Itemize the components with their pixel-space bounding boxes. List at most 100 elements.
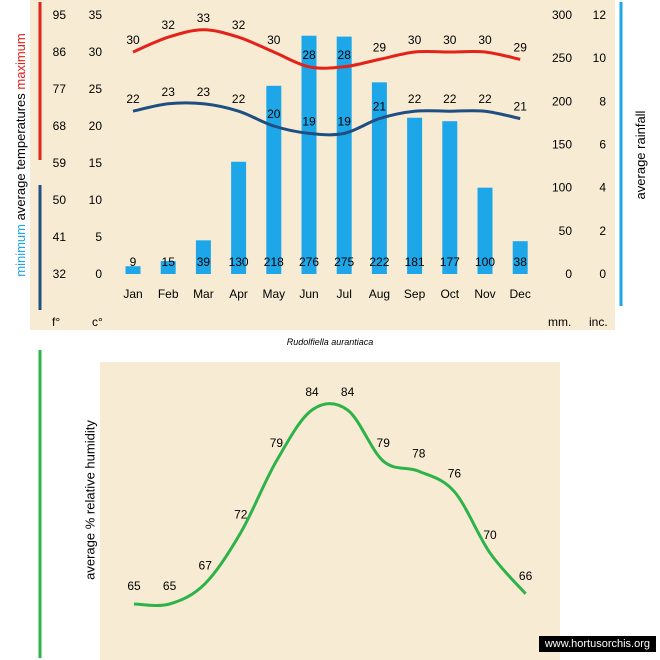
- min-temp-data-label: 22: [232, 92, 246, 106]
- rainfall-bar: [442, 121, 458, 274]
- inch-tick-label: 0: [599, 267, 606, 281]
- min-temp-data-label: 19: [302, 114, 316, 128]
- inch-tick-label: 12: [593, 8, 607, 22]
- inch-tick-label: 8: [599, 94, 606, 108]
- month-label: Nov: [474, 287, 495, 301]
- min-temperature-line: [132, 101, 521, 137]
- rainfall-data-label: 100: [475, 255, 495, 269]
- rainfall-bar: [407, 117, 423, 274]
- month-label: May: [262, 287, 285, 301]
- mm-tick-label: 150: [552, 138, 572, 152]
- max-temp-data-label: 30: [126, 33, 140, 47]
- mm-tick-label: 200: [552, 94, 572, 108]
- inch-unit-label: inc.: [589, 315, 608, 329]
- humidity-data-label: 70: [483, 528, 497, 542]
- rainfall-data-label: 38: [514, 255, 528, 269]
- month-label: Mar: [193, 287, 214, 301]
- min-temp-data-label: 21: [514, 100, 528, 114]
- humidity-data-label: 84: [305, 385, 319, 399]
- max-temp-data-label: 32: [162, 18, 176, 32]
- inch-tick-label: 6: [599, 138, 606, 152]
- month-label: Aug: [369, 287, 390, 301]
- rainfall-bar: [195, 240, 211, 274]
- fahrenheit-tick-label: 41: [53, 230, 67, 244]
- rainfall-bar: [477, 187, 493, 274]
- mm-tick-label: 250: [552, 51, 572, 65]
- rainfall-bar: [336, 36, 352, 275]
- rainfall-bar: [160, 261, 176, 274]
- fahrenheit-tick-label: 95: [53, 8, 67, 22]
- min-temp-data-label: 21: [373, 100, 387, 114]
- inch-tick-label: 4: [599, 181, 606, 195]
- max-temp-data-label: 28: [302, 48, 316, 62]
- humidity-data-label: 65: [127, 579, 141, 593]
- fahrenheit-unit-label: f°: [52, 315, 60, 329]
- min-temp-data-label: 20: [267, 107, 281, 121]
- max-temp-data-label: 29: [373, 40, 387, 54]
- max-temp-data-label: 28: [338, 48, 352, 62]
- humidity-data-label: 79: [377, 436, 391, 450]
- min-temp-data-label: 23: [197, 85, 211, 99]
- humidity-data-label: 66: [519, 569, 533, 583]
- celsius-tick-label: 35: [89, 8, 103, 22]
- min-temp-data-label: 22: [126, 92, 140, 106]
- rainfall-bar: [231, 161, 247, 274]
- humidity-axis-label: average % relative humidity: [82, 420, 98, 580]
- month-label: Sep: [404, 287, 426, 301]
- month-label: Apr: [229, 287, 248, 301]
- watermark: www.hortusorchis.org: [538, 636, 656, 652]
- celsius-unit-label: c°: [92, 315, 103, 329]
- rainfall-data-label: 218: [264, 255, 284, 269]
- rainfall-data-label: 177: [440, 255, 460, 269]
- min-temp-data-label: 22: [408, 92, 422, 106]
- rainfall-data-label: 181: [405, 255, 425, 269]
- max-temp-data-label: 32: [232, 18, 246, 32]
- celsius-tick-label: 15: [89, 156, 103, 170]
- humidity-data-label: 84: [341, 385, 355, 399]
- celsius-tick-label: 0: [95, 267, 102, 281]
- mm-tick-label: 0: [565, 267, 572, 281]
- month-label: Jul: [337, 287, 352, 301]
- max-temp-data-label: 30: [478, 33, 492, 47]
- humidity-line: [133, 402, 527, 607]
- celsius-tick-label: 30: [89, 45, 103, 59]
- rainfall-bar: [512, 241, 528, 274]
- mm-tick-label: 50: [559, 224, 573, 238]
- rainfall-data-label: 130: [229, 255, 249, 269]
- rainfall-data-label: 9: [130, 255, 137, 269]
- inch-tick-label: 2: [599, 224, 606, 238]
- min-temp-data-label: 22: [478, 92, 492, 106]
- humidity-data-label: 78: [412, 446, 426, 460]
- fahrenheit-tick-label: 32: [53, 267, 67, 281]
- celsius-tick-label: 20: [89, 119, 103, 133]
- mm-unit-label: mm.: [548, 315, 571, 329]
- temperature-axis-label: minimum average temperatures maximum: [13, 33, 28, 276]
- humidity-data-label: 65: [163, 579, 177, 593]
- rainfall-axis-label: average rainfall: [633, 110, 648, 199]
- rainfall-data-label: 39: [197, 255, 211, 269]
- climate-chart-panel: [30, 0, 615, 330]
- max-temperature-line: [132, 28, 521, 70]
- rainfall-data-label: 276: [299, 255, 319, 269]
- month-label: Jun: [299, 287, 318, 301]
- fahrenheit-tick-label: 77: [53, 82, 67, 96]
- rainfall-bar: [125, 266, 141, 274]
- fahrenheit-tick-label: 68: [53, 119, 67, 133]
- fahrenheit-tick-label: 50: [53, 193, 67, 207]
- min-temp-data-label: 22: [443, 92, 457, 106]
- humidity-data-label: 79: [270, 436, 284, 450]
- humidity-data-label: 67: [199, 559, 213, 573]
- celsius-tick-label: 10: [89, 193, 103, 207]
- max-temp-data-label: 29: [514, 40, 528, 54]
- inch-tick-label: 10: [593, 51, 607, 65]
- rainfall-bar: [371, 82, 387, 274]
- max-temp-data-label: 30: [408, 33, 422, 47]
- min-temp-data-label: 19: [338, 114, 352, 128]
- max-temp-data-label: 33: [197, 11, 211, 25]
- min-temp-data-label: 23: [162, 85, 176, 99]
- month-label: Feb: [158, 287, 179, 301]
- fahrenheit-tick-label: 59: [53, 156, 67, 170]
- humidity-chart-panel: [100, 362, 560, 660]
- fahrenheit-tick-label: 86: [53, 45, 67, 59]
- humidity-data-label: 76: [448, 467, 462, 481]
